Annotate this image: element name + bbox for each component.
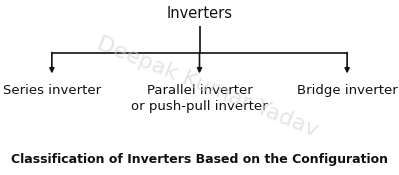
Text: Inverters: Inverters [166, 6, 233, 21]
Text: Series inverter: Series inverter [3, 84, 101, 97]
Text: Bridge inverter: Bridge inverter [297, 84, 397, 97]
Text: Deepak Kumar Yadav: Deepak Kumar Yadav [94, 34, 321, 141]
Text: Classification of Inverters Based on the Configuration: Classification of Inverters Based on the… [11, 153, 388, 166]
Text: Parallel inverter
or push-pull inverter: Parallel inverter or push-pull inverter [131, 84, 268, 113]
